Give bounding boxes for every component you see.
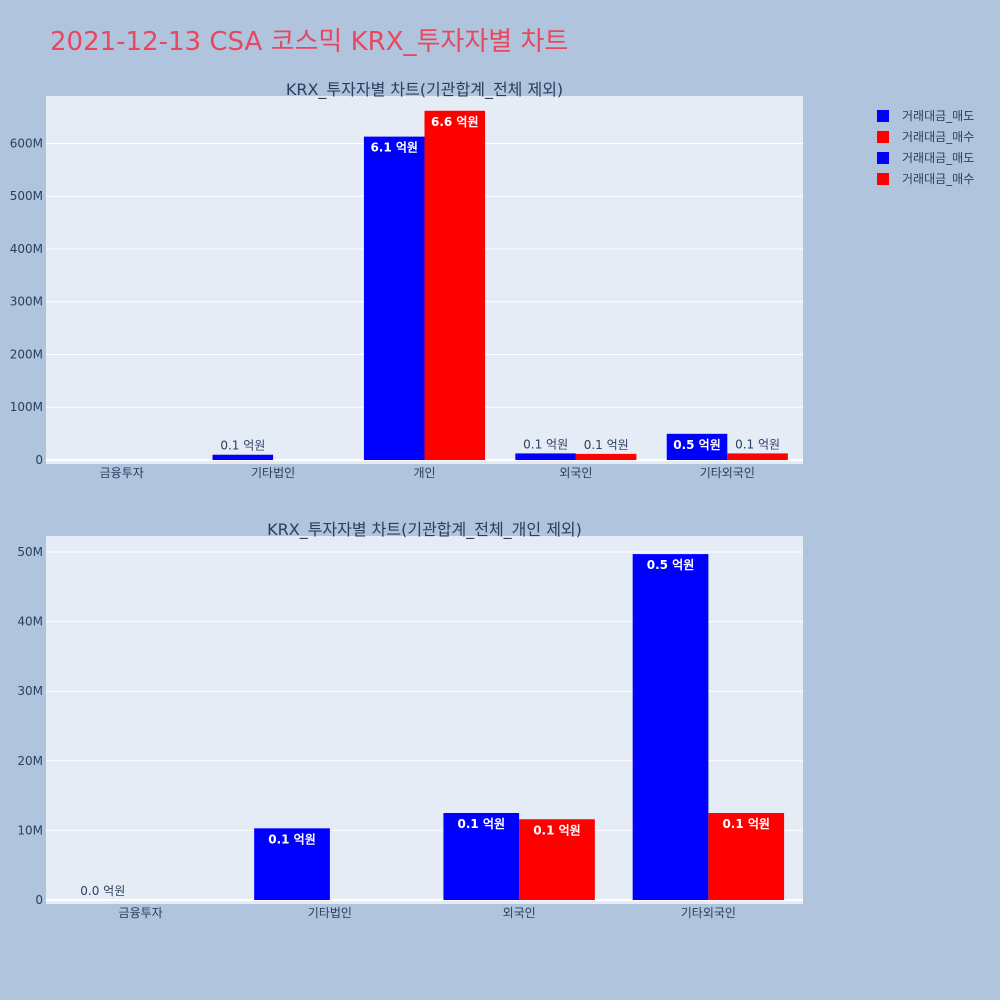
bar-data-label: 0.1 억원 xyxy=(533,823,581,837)
bar-data-label: 0.5 억원 xyxy=(673,438,721,452)
y-tick-label: 40M xyxy=(17,615,43,629)
bar-data-label: 0.0 억원 xyxy=(80,884,125,898)
legend-label[interactable]: 거래대금_매도 xyxy=(902,109,974,123)
y-axis: 0 100M 200M 300M 400M 500M 600M xyxy=(10,136,43,467)
x-tick-label: 기타외국인 xyxy=(681,906,736,920)
buy-bar[interactable] xyxy=(424,110,486,461)
bars xyxy=(254,554,785,900)
legend-swatch xyxy=(877,152,889,164)
data-labels: 0.1 억원 6.1 억원 6.6 억원 0.1 억원 0.1 억원 0.5 억원 0.1 … xyxy=(220,115,780,453)
sell-bar[interactable] xyxy=(443,813,520,900)
y-tick-label: 50M xyxy=(17,545,43,559)
sell-bar[interactable] xyxy=(515,453,576,460)
y-tick-label: 400M xyxy=(10,242,43,256)
legend-swatch xyxy=(877,173,889,185)
x-tick-label: 외국인 xyxy=(503,906,536,920)
y-tick-label: 200M xyxy=(10,347,43,361)
legend-label[interactable]: 거래대금_매도 xyxy=(902,151,974,165)
buy-bar[interactable] xyxy=(727,453,788,460)
x-tick-label: 외국인 xyxy=(559,466,592,480)
x-axis: 금융투자 기타법인 개인 외국인 기타외국인 xyxy=(100,466,755,480)
y-tick-label: 20M xyxy=(17,754,43,768)
y-tick-label: 30M xyxy=(17,684,43,698)
buy-bar[interactable] xyxy=(575,453,637,460)
bar-data-label: 0.1 억원 xyxy=(458,817,506,831)
main-title: 2021-12-13 CSA 코스믹 KRX_투자자별 차트 xyxy=(50,27,568,57)
x-tick-label: 개인 xyxy=(413,466,435,480)
x-tick-label: 기타법인 xyxy=(308,906,352,920)
legend-swatch xyxy=(877,110,889,122)
chart-title: KRX_투자자별 차트(기관합계_전체_개인 제외) xyxy=(267,520,582,540)
legend-label[interactable]: 거래대금_매수 xyxy=(902,130,974,144)
data-labels: 0.0 억원 0.1 억원 0.1 억원 0.1 억원 0.5 억원 0.1 억원 xyxy=(80,558,770,898)
y-axis: 0 10M 20M 30M 40M 50M xyxy=(17,545,43,907)
x-tick-label: 금융투자 xyxy=(100,466,144,480)
buy-bar[interactable] xyxy=(519,819,595,900)
bar-data-label: 0.1 억원 xyxy=(735,437,780,451)
bar-data-label: 0.1 억원 xyxy=(268,832,316,846)
y-tick-label: 500M xyxy=(10,189,43,203)
legend-swatch xyxy=(877,131,889,143)
sell-bar[interactable] xyxy=(632,554,709,900)
x-tick-label: 금융투자 xyxy=(119,906,163,920)
chart-panel-bottom: KRX_투자자별 차트(기관합계_전체_개인 제외) 0 10M 20M 30M 40M… xyxy=(17,520,803,920)
chart-title: KRX_투자자별 차트(기관합계_전체 제외) xyxy=(286,80,563,100)
x-tick-label: 기타법인 xyxy=(251,466,295,480)
x-axis: 금융투자 기타법인 외국인 기타외국인 xyxy=(119,906,736,920)
sell-bar[interactable] xyxy=(254,828,330,900)
bars xyxy=(212,110,788,461)
bar-data-label: 0.1 억원 xyxy=(584,438,629,452)
sell-bar[interactable] xyxy=(212,454,274,460)
bar-data-label: 0.1 억원 xyxy=(523,437,568,451)
chart-panel-top: KRX_투자자별 차트(기관합계_전체 제외) 0 100M 200M 300M 400… xyxy=(10,80,803,480)
buy-bar[interactable] xyxy=(708,813,785,900)
bar-data-label: 0.1 억원 xyxy=(220,439,265,453)
bar-data-label: 0.1 억원 xyxy=(722,817,770,831)
bar-data-label: 6.6 억원 xyxy=(431,115,479,129)
y-tick-label: 100M xyxy=(10,400,43,414)
legend-label[interactable]: 거래대금_매수 xyxy=(902,172,974,186)
y-tick-label: 0 xyxy=(35,453,43,467)
y-tick-label: 300M xyxy=(10,295,43,309)
y-tick-label: 0 xyxy=(35,893,43,907)
bar-data-label: 6.1 억원 xyxy=(370,141,418,155)
y-tick-label: 10M xyxy=(17,823,43,837)
sell-bar[interactable] xyxy=(666,433,728,460)
bar-data-label: 0.5 억원 xyxy=(647,558,695,572)
x-tick-label: 기타외국인 xyxy=(700,466,755,480)
y-tick-label: 600M xyxy=(10,136,43,150)
sell-bar[interactable] xyxy=(363,136,425,460)
